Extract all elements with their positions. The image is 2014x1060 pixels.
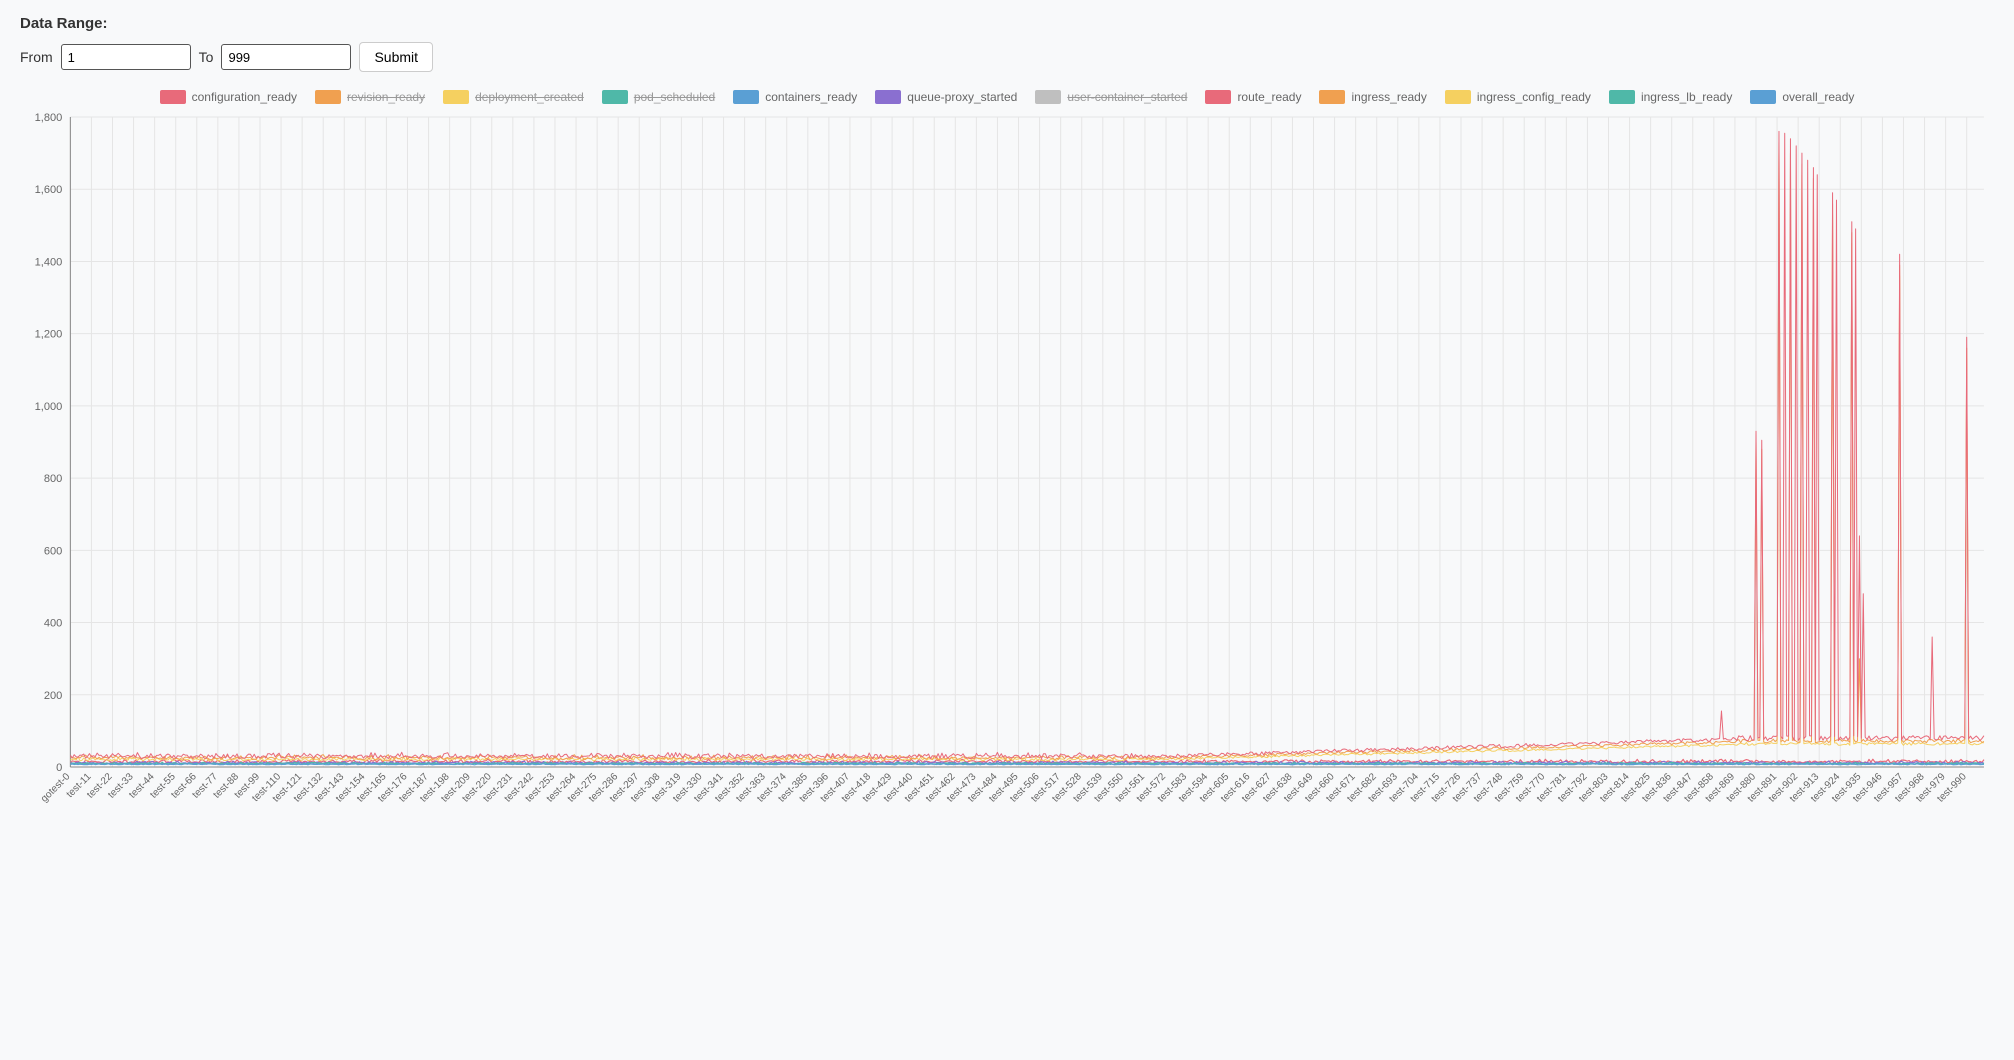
legend-label: pod_scheduled [634, 90, 715, 104]
line-chart: 0 200 400 600 800 1,000 1,200 1,400 1,600 1,800 go… [20, 112, 1994, 812]
svg-text:600: 600 [44, 545, 62, 557]
legend-swatch [875, 90, 901, 104]
series-line-ingress-ready [70, 142, 1984, 760]
legend-label: revision_ready [347, 90, 425, 104]
legend-swatch [733, 90, 759, 104]
from-input[interactable] [61, 44, 191, 70]
legend-swatch [1205, 90, 1231, 104]
legend-swatch [1035, 90, 1061, 104]
svg-text:1,400: 1,400 [35, 256, 63, 268]
legend-swatch [1750, 90, 1776, 104]
legend-label: ingress_config_ready [1477, 90, 1591, 104]
legend-item-configuration-ready[interactable]: configuration_ready [160, 90, 297, 104]
legend-label: route_ready [1237, 90, 1301, 104]
svg-text:1,600: 1,600 [35, 184, 63, 196]
legend-label: ingress_lb_ready [1641, 90, 1732, 104]
legend-item-user-container-started[interactable]: user-container_started [1035, 90, 1187, 104]
range-controls: From To Submit [20, 42, 1994, 72]
legend-swatch [315, 90, 341, 104]
legend-label: deployment_created [475, 90, 584, 104]
svg-text:1,800: 1,800 [35, 112, 63, 124]
legend-item-ingress-lb-ready[interactable]: ingress_lb_ready [1609, 90, 1732, 104]
legend-swatch [443, 90, 469, 104]
legend-label: queue-proxy_started [907, 90, 1017, 104]
to-input[interactable] [221, 44, 351, 70]
svg-text:400: 400 [44, 618, 62, 630]
svg-text:0: 0 [56, 762, 62, 774]
series-line-route-ready [70, 131, 1984, 758]
series-line-ingress-config-ready [70, 153, 1984, 761]
legend-label: overall_ready [1782, 90, 1854, 104]
legend-label: containers_ready [765, 90, 857, 104]
legend-swatch [1609, 90, 1635, 104]
legend-label: ingress_ready [1351, 90, 1426, 104]
svg-text:1,000: 1,000 [35, 401, 63, 413]
svg-text:800: 800 [44, 473, 62, 485]
chart-legend: configuration_ready revision_ready deploym… [57, 90, 1957, 104]
svg-text:gotest-0: gotest-0 [39, 771, 73, 805]
legend-swatch [1445, 90, 1471, 104]
to-label: To [199, 49, 214, 65]
svg-text:200: 200 [44, 690, 62, 702]
legend-item-containers-ready[interactable]: containers_ready [733, 90, 857, 104]
legend-swatch [160, 90, 186, 104]
legend-item-ingress-config-ready[interactable]: ingress_config_ready [1445, 90, 1591, 104]
from-label: From [20, 49, 53, 65]
legend-label: configuration_ready [192, 90, 297, 104]
chart-container: 0 200 400 600 800 1,000 1,200 1,400 1,600 1,800 go… [20, 112, 1994, 812]
legend-item-queue-proxy-started[interactable]: queue-proxy_started [875, 90, 1017, 104]
legend-swatch [602, 90, 628, 104]
legend-item-overall-ready[interactable]: overall_ready [1750, 90, 1854, 104]
svg-text:1,200: 1,200 [35, 329, 63, 341]
legend-swatch [1319, 90, 1345, 104]
legend-item-pod-scheduled[interactable]: pod_scheduled [602, 90, 715, 104]
legend-item-route-ready[interactable]: route_ready [1205, 90, 1301, 104]
legend-label: user-container_started [1067, 90, 1187, 104]
submit-button[interactable]: Submit [359, 42, 433, 72]
legend-item-revision-ready[interactable]: revision_ready [315, 90, 425, 104]
legend-item-deployment-created[interactable]: deployment_created [443, 90, 584, 104]
page-title: Data Range: [20, 15, 1994, 32]
legend-item-ingress-ready[interactable]: ingress_ready [1319, 90, 1426, 104]
